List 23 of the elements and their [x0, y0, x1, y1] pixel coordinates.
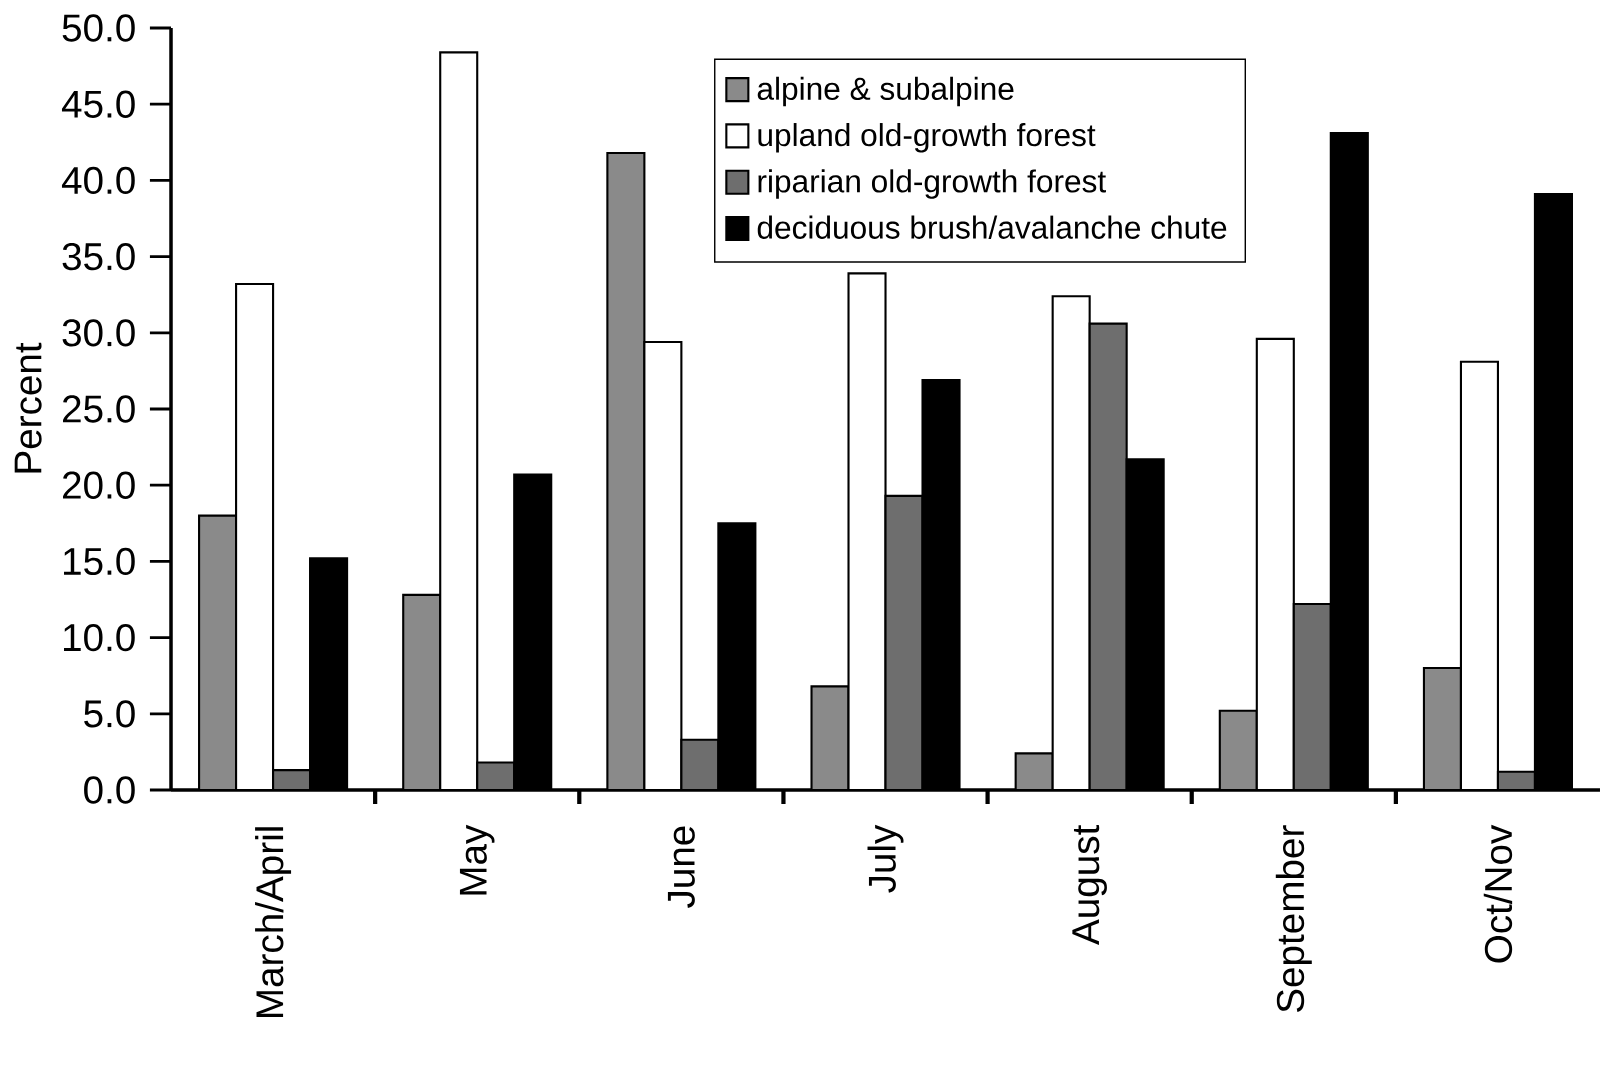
y-tick-label: 15.0: [64, 547, 135, 576]
y-tick-label: 40.0: [61, 166, 135, 195]
y-tick-label: 35.0: [62, 242, 135, 271]
legend-label: upland old-growth forest: [758, 123, 1096, 153]
y-tick-label: 45.0: [61, 90, 135, 118]
x-tick-label: August: [1072, 824, 1107, 945]
x-tick-label: September: [1275, 825, 1312, 1013]
y-tick-label: 50.0: [62, 14, 135, 42]
x-tick-label: July: [867, 824, 904, 893]
y-tick-label: 25.0: [63, 395, 135, 423]
x-tick-label: Oct/Nov: [1483, 824, 1513, 963]
y-tick-label: 30.0: [62, 319, 135, 347]
x-tick-label: June: [667, 826, 695, 908]
y-tick-label: 10.0: [64, 623, 135, 652]
y-tick-label: 20.0: [63, 471, 135, 499]
y-tick-label: 5.0: [84, 700, 135, 728]
y-tick-label: 0.0: [84, 776, 135, 804]
legend-label: riparian old-growth forest: [758, 169, 1106, 199]
legend-label: deciduous brush/avalanche chute: [757, 215, 1227, 239]
x-tick-label: May: [459, 824, 495, 895]
y-axis-title: Percent: [14, 342, 42, 473]
legend-label: alpine & subalpine: [757, 76, 1014, 107]
x-tick-label: March/April: [255, 827, 292, 1017]
